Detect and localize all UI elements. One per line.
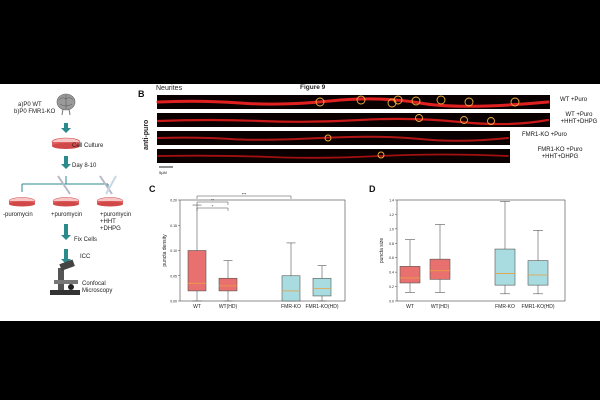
x-tick-label-C: WT (193, 304, 201, 310)
strip-ko-puro-hht (157, 149, 510, 163)
y-tick-label-D: 0.0 (389, 300, 394, 304)
box-FMR-KO (281, 275, 301, 302)
significance-bracket (196, 207, 229, 211)
panel-d-letter: D (369, 184, 376, 194)
neurite-signal-paths (156, 97, 550, 159)
panel-b-letter: B (138, 89, 145, 99)
box-FMR1-KO(HD) (312, 277, 332, 297)
row-label-ko-puro: FMR1-KO +Puro (522, 132, 567, 138)
puncta-circles (315, 95, 520, 159)
panel-a-graphics (8, 93, 124, 295)
microscope-icon (50, 259, 80, 295)
step-fix-cells: Fix Cells (74, 237, 98, 243)
scale-bar-label: 5μM (159, 170, 167, 175)
box-WT(HD) (218, 277, 238, 292)
y-axis-label-D: puncta size (379, 238, 385, 264)
plot-frame-D (396, 199, 566, 302)
condition-wt: a)P0 WT (18, 102, 42, 108)
x-tick-label-D: WT (406, 304, 414, 310)
y-tick-label-D: 1.4 (389, 199, 394, 203)
y-tick-label-C: 0.10 (170, 249, 177, 253)
y-tick-label-D: 0.6 (389, 256, 394, 260)
row-label-ko-puro-hht: FMR1-KO +Puro +HHT+DHPG (537, 147, 583, 160)
significance-bracket (196, 201, 229, 205)
x-tick-label-D: FMR1-KO(HD) (521, 304, 554, 310)
row-label-wt-puro: WT +Puro (560, 97, 588, 103)
culture-dish-icon (51, 137, 81, 149)
figure-title: Figure 9 (300, 84, 326, 91)
y-tick-label-D: 0.8 (389, 242, 394, 246)
y-tick-label-D: 0.4 (389, 271, 394, 275)
step-confocal: Confocal Microscopy (82, 281, 113, 294)
box-plot-charts: 0.00 0.05 0.10 0.15 0.20 puncta density WT WT(H… (162, 192, 566, 310)
y-tick-label-C: 0.00 (170, 300, 177, 304)
treatment-puro-hht-dhpg: +puromycin +HHT +DHPG (100, 212, 132, 232)
step-icc: ICC (80, 254, 91, 260)
significance-label: ** (211, 198, 215, 203)
treatment-dish-icons (8, 197, 124, 207)
x-tick-label-C: WT(HD) (219, 304, 238, 310)
neurites-header: Neurites (156, 85, 183, 92)
box-WT (187, 250, 207, 292)
brain-icon (56, 93, 76, 116)
step-cell-culture: Cell Culture (72, 143, 104, 149)
step-day: Day 8-10 (72, 163, 97, 169)
y-tick-label-C: 0.15 (170, 224, 177, 228)
significance-bracket (196, 195, 292, 199)
panel-c-letter: C (149, 184, 156, 194)
x-tick-label-D: WT(HD) (431, 304, 450, 310)
box-WT (399, 266, 421, 284)
pipette-icons (57, 175, 117, 195)
condition-ko: b)P0 FMR1-KO (14, 109, 56, 115)
y-tick-label-C: 0.05 (170, 274, 177, 278)
figure-panel: Figure 9 a)P0 WT b)P0 FMR1-KO (0, 84, 600, 321)
treatment-no-puro: -puromycin (3, 212, 33, 218)
y-tick-label-C: 0.20 (170, 199, 177, 203)
y-tick-label-D: 1.0 (389, 227, 394, 231)
neurite-signal (156, 95, 550, 168)
box-FMR-KO (494, 248, 516, 286)
y-axis-label-C: puncta density (162, 234, 168, 267)
y-tick-label-D: 0.2 (389, 285, 394, 289)
y-tick-label-D: 1.2 (389, 213, 394, 217)
row-label-wt-puro-hht: WT +Puro +HHT+DHPG (560, 112, 598, 125)
workflow-arrows (61, 123, 71, 264)
x-tick-label-D: FMR-KO (495, 304, 515, 310)
box-FMR1-KO(HD) (527, 260, 549, 286)
significance-label: *** (242, 192, 247, 197)
x-tick-label-C: FMR1-KO(HD) (305, 304, 338, 310)
significance-label: * (212, 204, 214, 209)
treatment-puro: +puromycin (51, 212, 83, 218)
box-WT(HD) (429, 258, 451, 280)
x-tick-label-C: FMR-KO (281, 304, 301, 310)
